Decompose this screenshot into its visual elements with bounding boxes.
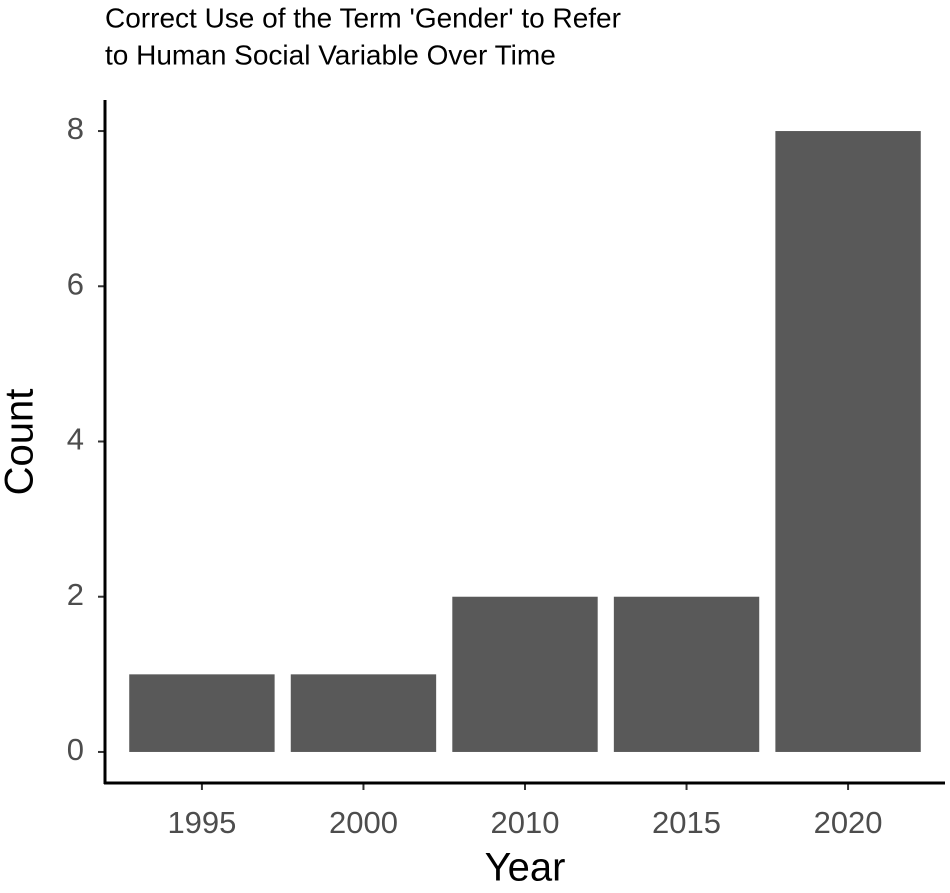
bar: [129, 674, 275, 752]
bar: [290, 674, 437, 752]
x-tick-label: 2000: [329, 805, 398, 840]
y-tick-label: 2: [67, 577, 84, 612]
y-axis-label: Count: [0, 389, 42, 496]
x-tick-label: 2015: [652, 805, 721, 840]
x-axis-label: Year: [485, 846, 566, 890]
y-tick-label: 6: [67, 266, 84, 301]
x-tick-label: 1995: [167, 805, 236, 840]
x-tick-label: 2020: [814, 805, 883, 840]
x-tick-label: 2010: [491, 805, 560, 840]
y-tick-label: 0: [67, 732, 84, 767]
chart-title: Correct Use of the Term 'Gender' to Refe…: [105, 2, 621, 33]
chart-title: to Human Social Variable Over Time: [105, 39, 556, 70]
bar: [613, 596, 760, 752]
bar: [775, 131, 921, 752]
bar: [452, 596, 598, 752]
y-tick-label: 8: [67, 111, 84, 146]
y-tick-label: 4: [67, 422, 84, 457]
